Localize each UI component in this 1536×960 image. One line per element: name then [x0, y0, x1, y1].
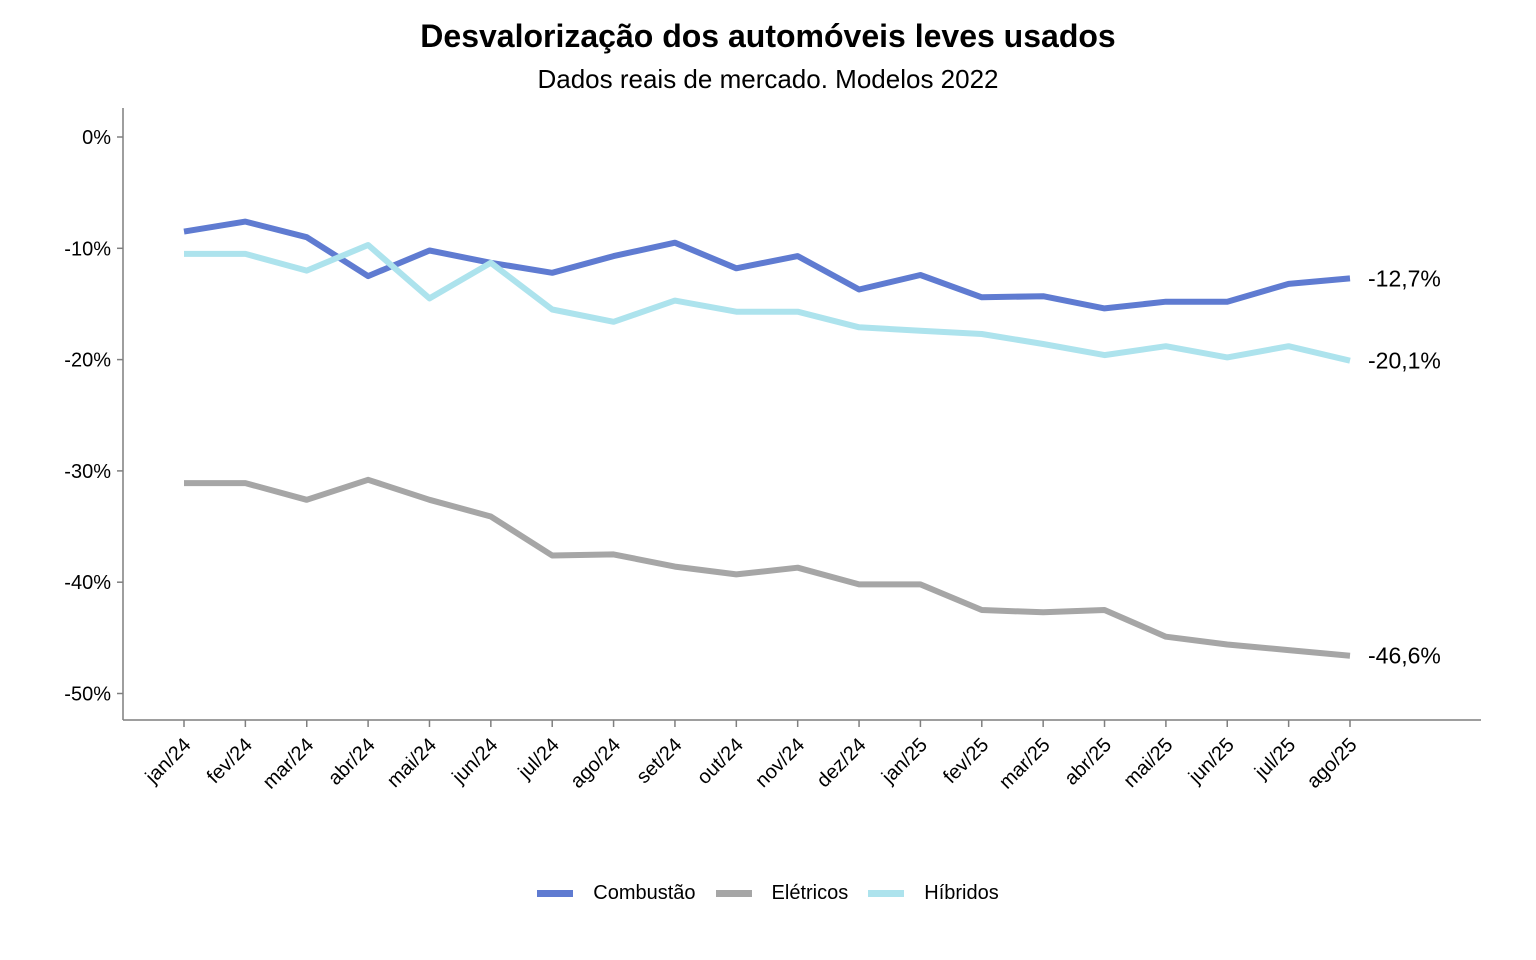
x-tick-label: jun/24 [448, 734, 503, 789]
chart-subtitle: Dados reais de mercado. Modelos 2022 [537, 64, 999, 94]
series-line-combustao [183, 218, 1351, 312]
legend-swatch [868, 890, 905, 897]
x-tick-label: jan/24 [141, 734, 196, 789]
end-label-combustao: -12,7% [1368, 265, 1441, 291]
x-tick-label: jul/24 [514, 734, 564, 784]
y-tick-label: -40% [64, 572, 111, 594]
x-tick-label: ago/24 [566, 734, 625, 793]
legend-swatch [715, 890, 752, 897]
y-tick-label: 0% [82, 127, 111, 149]
y-tick-label: -50% [64, 684, 111, 706]
x-tick-label: jul/25 [1250, 734, 1300, 784]
x-tick-label: dez/24 [813, 734, 871, 792]
y-tick-label: -30% [64, 461, 111, 483]
y-tick-label: -10% [64, 238, 111, 260]
legend-item-combustao: Combustão [537, 882, 696, 905]
end-label-eletricos: -46,6% [1368, 643, 1441, 669]
legend-label: Híbridos [924, 882, 999, 904]
y-tick-label: -20% [64, 350, 111, 372]
x-tick-label: mai/25 [1119, 734, 1177, 792]
x-tick-label: jun/25 [1184, 734, 1239, 789]
x-tick-label: set/24 [632, 734, 686, 788]
x-tick-label: mar/24 [259, 734, 319, 794]
x-tick-label: ago/25 [1303, 734, 1362, 793]
x-tick-label: jan/25 [877, 734, 932, 789]
x-tick-label: fev/25 [939, 734, 993, 788]
x-tick-label: nov/24 [751, 734, 809, 792]
legend-item-hibridos: Híbridos [868, 882, 999, 905]
legend-swatch [537, 890, 574, 897]
x-tick-label: out/24 [693, 734, 748, 789]
end-label-hibridos: -20,1% [1368, 348, 1441, 374]
legend-item-eletricos: Elétricos [715, 882, 849, 905]
x-tick-label: fev/24 [203, 734, 257, 788]
legend-label: Combustão [593, 882, 696, 904]
legend: Combustão Elétricos Híbridos [0, 882, 1536, 905]
x-tick-label: mai/24 [383, 734, 441, 792]
x-tick-label: abr/25 [1060, 734, 1116, 790]
legend-label: Elétricos [771, 882, 849, 904]
x-tick-label: mar/25 [995, 734, 1055, 794]
series-line-eletricos [184, 476, 1351, 659]
chart-title: Desvalorização dos automóveis leves usad… [420, 18, 1116, 54]
x-tick-label: abr/24 [324, 734, 380, 790]
series-line-hibridos [184, 242, 1351, 364]
